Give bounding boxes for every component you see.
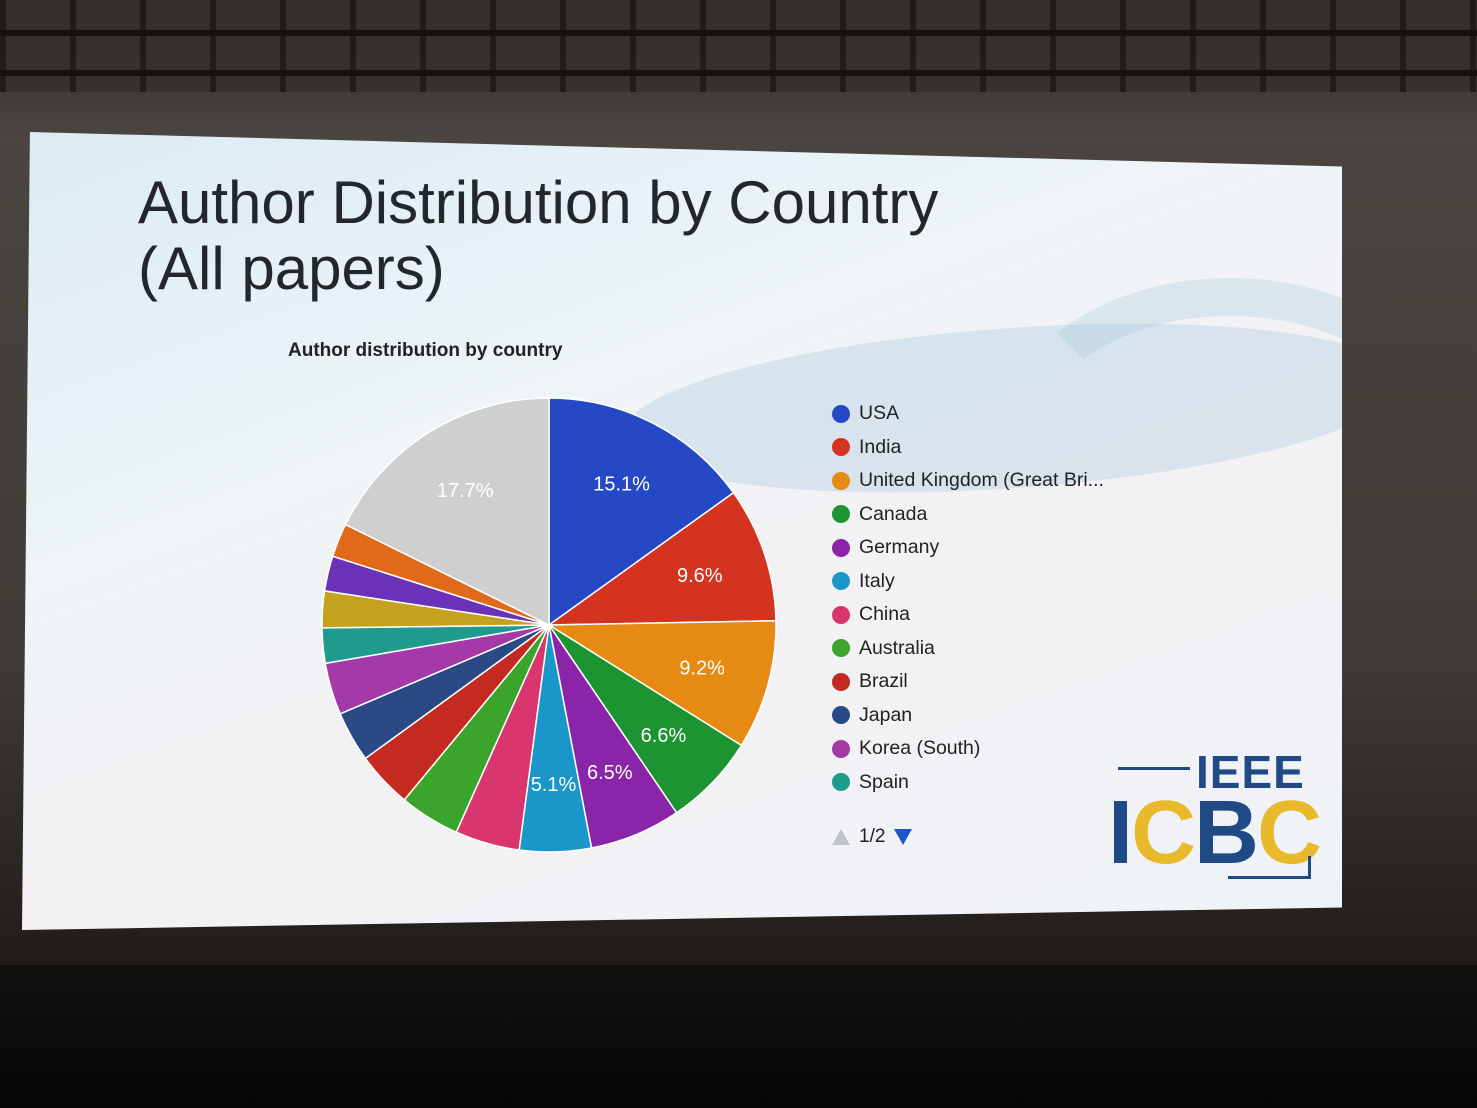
- legend-pager: 1/2: [832, 826, 913, 848]
- legend-label: USA: [859, 402, 900, 425]
- logo-letter: B: [1194, 783, 1259, 883]
- legend-item[interactable]: Spain: [832, 766, 1104, 800]
- pie-data-label: 5.1%: [531, 774, 577, 796]
- legend-label: Australia: [859, 636, 935, 659]
- logo-line: [1118, 767, 1190, 770]
- chart-legend: USA India United Kingdom (Great Bri... Cana…: [832, 397, 1104, 799]
- legend-swatch-icon: [832, 672, 850, 691]
- legend-label: Italy: [859, 569, 895, 592]
- pie-data-label: 9.6%: [677, 565, 723, 587]
- legend-item[interactable]: Australia: [832, 632, 1104, 666]
- legend-item[interactable]: Korea (South): [832, 732, 1104, 766]
- pie-slice-united-kingdom-great-bri[interactable]: [546, 619, 777, 747]
- legend-label: Japan: [859, 703, 913, 726]
- legend-swatch-icon: [832, 739, 850, 758]
- slide-title: Author Distribution by Country (All pape…: [138, 170, 1038, 302]
- legend-item[interactable]: Germany: [832, 531, 1104, 565]
- legend-label: Canada: [859, 502, 928, 525]
- chart-title: Author distribution by country: [288, 340, 563, 361]
- pie-chart: 15.1% 9.6% 9.2% 6.6% 6.5% 5.1% 17.7%: [321, 397, 777, 853]
- logo-bracket: [1228, 856, 1311, 879]
- legend-swatch-icon: [832, 505, 850, 524]
- legend-swatch-icon: [832, 639, 850, 658]
- legend-item[interactable]: United Kingdom (Great Bri...: [832, 464, 1104, 498]
- legend-label: China: [859, 603, 910, 626]
- legend-swatch-icon: [832, 404, 850, 423]
- legend-item[interactable]: Brazil: [832, 665, 1104, 699]
- legend-item[interactable]: China: [832, 598, 1104, 632]
- pie-data-label: 17.7%: [437, 480, 494, 502]
- legend-item[interactable]: USA: [832, 397, 1104, 431]
- legend-swatch-icon: [832, 572, 850, 591]
- page-down-icon[interactable]: [894, 829, 913, 845]
- pie-slice-india[interactable]: [546, 491, 777, 626]
- legend-item[interactable]: India: [832, 431, 1104, 465]
- pie-slice-other-15[interactable]: [344, 397, 550, 627]
- pie-slice-usa[interactable]: [548, 397, 735, 627]
- legend-page-indicator: 1/2: [859, 826, 886, 847]
- pie-data-label: 6.5%: [587, 762, 633, 784]
- pie-data-label: 9.2%: [679, 657, 725, 679]
- legend-label: Germany: [859, 536, 940, 559]
- legend-swatch-icon: [832, 773, 850, 792]
- truss-bar: [0, 30, 1477, 36]
- legend-label: Spain: [859, 770, 909, 793]
- legend-swatch-icon: [832, 706, 850, 725]
- legend-swatch-icon: [832, 438, 850, 457]
- pie-data-label: 6.6%: [641, 725, 687, 747]
- legend-swatch-icon: [832, 471, 850, 490]
- legend-label: United Kingdom (Great Bri...: [859, 469, 1104, 492]
- pie-data-label: 15.1%: [593, 474, 650, 496]
- legend-item[interactable]: Canada: [832, 498, 1104, 532]
- legend-label: Korea (South): [859, 737, 981, 760]
- truss-bar: [0, 70, 1477, 76]
- logo-ieee-text: IEEE: [1196, 746, 1305, 798]
- legend-item[interactable]: Japan: [832, 699, 1104, 733]
- slide-title-line-1: Author Distribution by Country: [138, 169, 939, 236]
- legend-swatch-icon: [832, 538, 850, 557]
- legend-swatch-icon: [832, 605, 850, 624]
- page-up-icon[interactable]: [832, 829, 850, 845]
- logo-icbc-text: ICBC: [1108, 783, 1322, 883]
- logo-letter: C: [1131, 783, 1196, 883]
- legend-item[interactable]: Italy: [832, 565, 1104, 599]
- ieee-icbc-logo: IEEE ICBC: [1108, 745, 1322, 885]
- logo-letter: C: [1257, 783, 1322, 883]
- ceiling-truss: [0, 0, 1477, 92]
- logo-letter: I: [1108, 783, 1133, 883]
- stage-floor: [0, 965, 1477, 1108]
- legend-label: Brazil: [859, 670, 908, 693]
- legend-label: India: [859, 435, 902, 458]
- slide-title-line-2: (All papers): [138, 235, 445, 302]
